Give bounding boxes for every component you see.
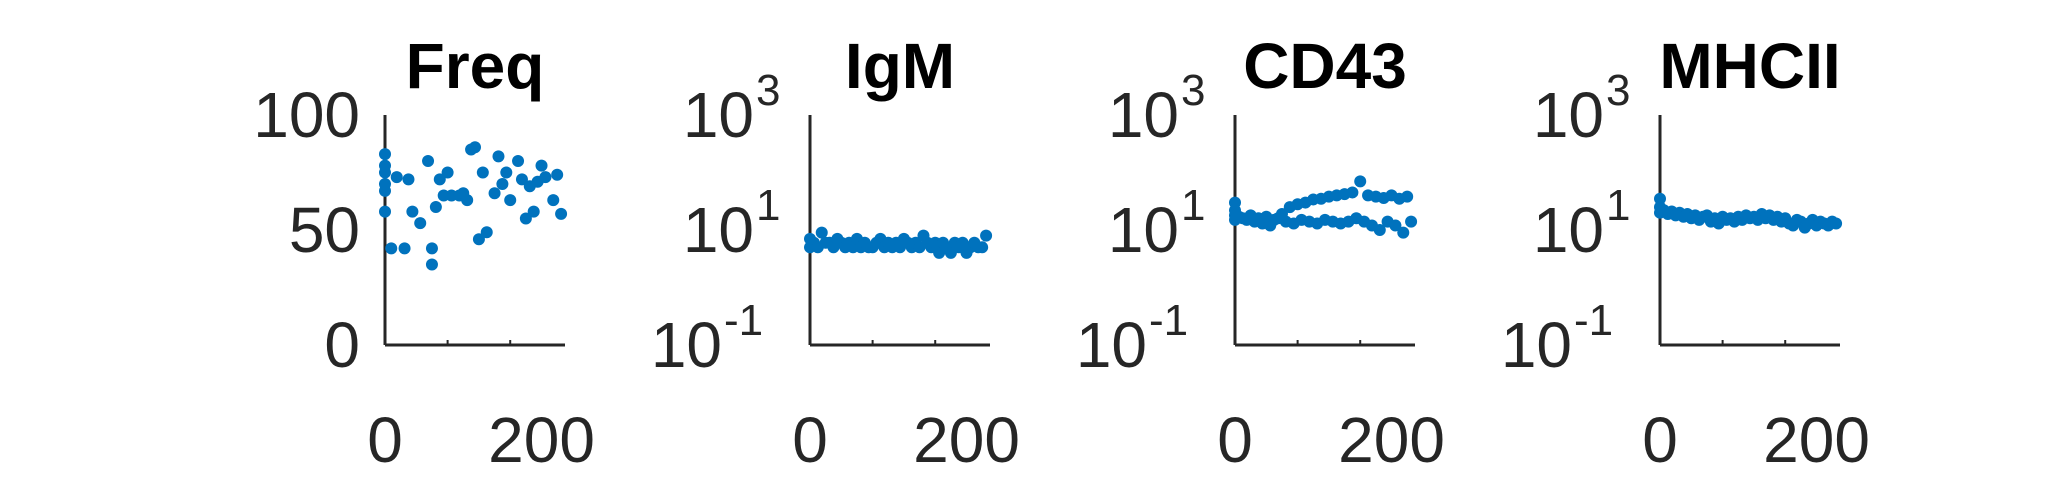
y-tick-label-base: 10 — [1501, 309, 1572, 381]
data-point — [402, 173, 415, 186]
chart-title: CD43 — [1243, 30, 1407, 102]
x-tick-label: 200 — [1338, 404, 1445, 476]
data-point — [480, 226, 493, 239]
data-point — [555, 207, 568, 220]
y-tick-label: 100 — [253, 79, 360, 151]
data-point — [1830, 217, 1843, 230]
y-tick-label: 0 — [324, 309, 360, 381]
data-point — [1405, 215, 1418, 228]
y-tick-label-base: 10 — [1108, 79, 1179, 151]
y-tick-label: 50 — [289, 194, 360, 266]
data-point — [815, 226, 828, 239]
data-point — [1397, 226, 1410, 239]
chart-title: MHCII — [1659, 30, 1840, 102]
data-point — [1373, 224, 1386, 236]
y-tick-label-exponent: -1 — [1574, 296, 1613, 345]
chart-title: IgM — [845, 30, 955, 102]
data-point — [429, 201, 442, 213]
data-point — [425, 258, 438, 271]
data-point — [472, 233, 485, 246]
data-point — [1354, 175, 1367, 188]
y-tick-label-exponent: 3 — [1606, 66, 1630, 115]
x-tick-label: 0 — [1217, 404, 1253, 476]
y-tick-label-base: 10 — [1108, 194, 1179, 266]
data-point — [461, 194, 474, 207]
x-tick-label: 0 — [367, 404, 403, 476]
y-tick-label-exponent: -1 — [724, 296, 763, 345]
y-tick-label-exponent: 1 — [1181, 181, 1205, 230]
data-point — [1654, 192, 1666, 205]
x-tick-label: 200 — [913, 404, 1020, 476]
chart-title: Freq — [406, 30, 545, 102]
data-point — [379, 184, 391, 197]
panel-0: Freq 0 200 0 50 100 — [253, 30, 595, 476]
data-point — [385, 242, 398, 255]
y-tick-label-base: 10 — [1533, 79, 1604, 151]
data-point — [469, 141, 481, 154]
data-point — [547, 194, 560, 207]
data-point — [551, 168, 564, 181]
y-tick-label-base: 10 — [683, 194, 754, 266]
data-point — [441, 166, 454, 179]
data-point — [519, 212, 532, 225]
y-tick-label-base: 10 — [651, 309, 722, 381]
data-point — [379, 205, 391, 218]
data-point — [398, 242, 411, 255]
x-tick-label: 200 — [488, 404, 595, 476]
data-point — [390, 171, 403, 184]
data-point — [527, 205, 540, 218]
y-tick-label-base: 10 — [1533, 194, 1604, 266]
y-tick-label-exponent: 3 — [756, 66, 780, 115]
data-point — [515, 173, 528, 186]
data-point — [422, 155, 435, 167]
data-point — [500, 166, 513, 179]
data-point — [406, 205, 419, 218]
x-tick-label: 200 — [1763, 404, 1870, 476]
data-point — [512, 155, 525, 167]
data-point — [1346, 186, 1359, 199]
data-point — [476, 166, 489, 179]
data-point — [496, 178, 509, 190]
y-tick-label-exponent: -1 — [1149, 296, 1188, 345]
data-point — [1389, 219, 1402, 232]
data-point — [976, 241, 989, 254]
data-point — [1401, 190, 1414, 203]
data-point — [414, 217, 427, 230]
y-tick-label-exponent: 1 — [756, 181, 780, 230]
data-point — [539, 171, 552, 184]
y-tick-label-exponent: 1 — [1606, 181, 1630, 230]
y-tick-label-base: 10 — [683, 79, 754, 151]
data-point — [425, 242, 438, 255]
y-tick-label-exponent: 3 — [1181, 66, 1205, 115]
data-point — [980, 229, 993, 242]
data-point — [492, 150, 505, 163]
y-tick-label-base: 10 — [1076, 309, 1147, 381]
data-point — [488, 187, 501, 200]
data-point — [504, 194, 517, 207]
data-point — [433, 173, 446, 186]
x-tick-label: 0 — [1642, 404, 1678, 476]
x-tick-label: 0 — [792, 404, 828, 476]
data-point — [379, 148, 391, 161]
data-point — [379, 166, 391, 179]
data-point — [535, 159, 548, 172]
